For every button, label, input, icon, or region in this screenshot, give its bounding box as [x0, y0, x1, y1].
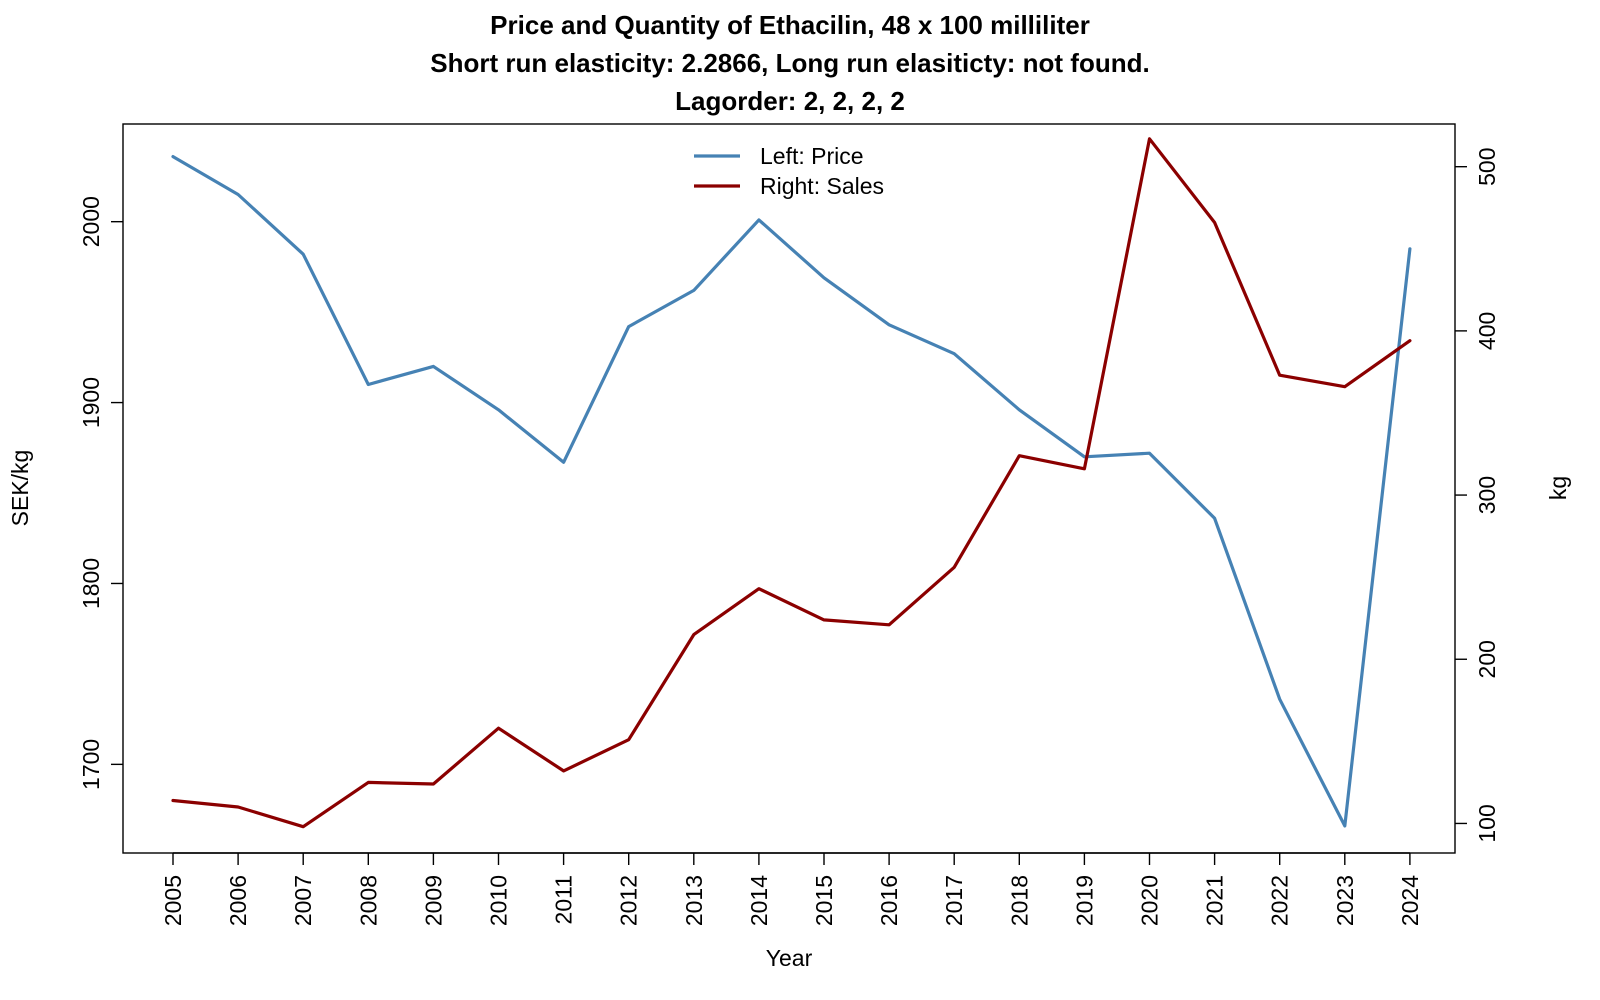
right-y-tick-label: 300: [1474, 476, 1500, 514]
right-y-tick-label: 500: [1474, 148, 1500, 186]
legend-label-sales: Right: Sales: [760, 173, 884, 199]
x-tick-label: 2021: [1202, 875, 1228, 926]
legend: Left: Price Right: Sales: [694, 143, 884, 199]
right-y-tick-label: 100: [1474, 804, 1500, 842]
x-tick-label: 2017: [941, 875, 967, 926]
x-axis: 2005 2006 2007 2008 2009 2010 2011 2012 2013 2014…: [160, 852, 1423, 926]
x-tick-label: 2005: [160, 875, 186, 926]
left-y-axis-title: SEK/kg: [7, 450, 33, 527]
x-tick-label: 2022: [1267, 875, 1293, 926]
x-tick-label: 2016: [876, 875, 902, 926]
plot-frame: [122, 123, 1456, 854]
x-tick-label: 2015: [811, 875, 837, 926]
x-tick-label: 2010: [486, 875, 512, 926]
left-y-tick-label: 1700: [78, 739, 104, 790]
x-tick-label: 2011: [551, 875, 577, 924]
x-tick-label: 2023: [1332, 875, 1358, 926]
title-line-1: Price and Quantity of Ethacilin, 48 x 10…: [490, 10, 1090, 40]
x-tick-label: 2019: [1071, 875, 1097, 926]
left-y-tick-label: 1800: [78, 558, 104, 609]
x-tick-label: 2012: [616, 875, 642, 926]
legend-label-price: Left: Price: [760, 143, 864, 169]
right-y-tick-label: 200: [1474, 640, 1500, 678]
right-y-axis-title: kg: [1545, 476, 1571, 500]
left-y-axis: 1700 1800 1900 2000: [78, 196, 123, 790]
left-y-tick-label: 1900: [78, 377, 104, 428]
title-line-3: Lagorder: 2, 2, 2, 2: [675, 86, 905, 116]
x-tick-label: 2020: [1137, 875, 1163, 926]
right-y-axis: 100 200 300 400 500: [1455, 148, 1500, 843]
x-tick-label: 2007: [290, 875, 316, 926]
sales-series-line: [171, 137, 1412, 829]
x-tick-label: 2013: [681, 875, 707, 926]
x-tick-label: 2008: [355, 875, 381, 926]
title-line-2: Short run elasticity: 2.2866, Long run e…: [430, 48, 1149, 78]
left-y-tick-label: 2000: [78, 196, 104, 247]
right-y-tick-label: 400: [1474, 312, 1500, 350]
price-series-line: [171, 155, 1412, 828]
series-layer: [171, 137, 1412, 829]
x-tick-label: 2009: [420, 875, 446, 926]
x-tick-label: 2024: [1397, 875, 1423, 926]
x-axis-title: Year: [766, 945, 813, 971]
x-tick-label: 2018: [1006, 875, 1032, 926]
x-tick-label: 2006: [225, 875, 251, 926]
chart-title: Price and Quantity of Ethacilin, 48 x 10…: [430, 10, 1149, 116]
x-tick-label: 2014: [746, 875, 772, 926]
